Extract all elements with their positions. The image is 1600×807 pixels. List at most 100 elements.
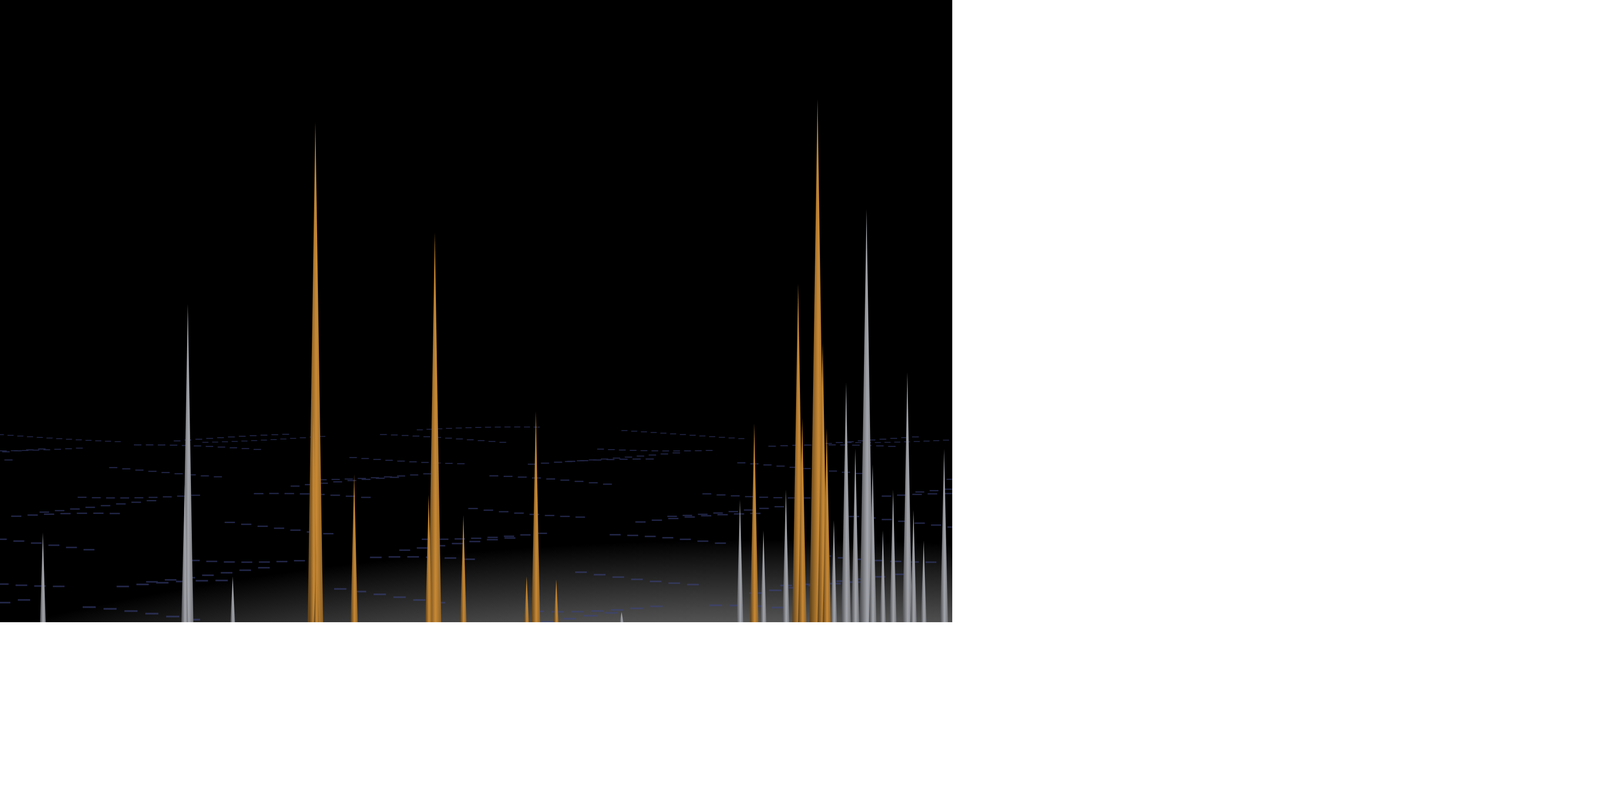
floor-dash (608, 449, 616, 451)
floor-dash (540, 462, 549, 465)
floor-dash (30, 542, 42, 544)
spike (782, 489, 790, 623)
floor-dash (651, 519, 663, 522)
floor-dash (682, 515, 693, 517)
floor-dash (881, 495, 892, 498)
floor-dash (205, 446, 214, 448)
floor-dash (915, 491, 924, 493)
floor-dash (627, 535, 639, 537)
floor-dash (649, 580, 662, 583)
floor-dash (17, 599, 31, 602)
floor-dash (465, 427, 472, 429)
floor-dash (730, 495, 740, 497)
spike (889, 489, 897, 623)
floor-dash (679, 538, 691, 541)
floor-dash (397, 475, 406, 477)
spike (230, 576, 236, 623)
floor-dash (46, 437, 53, 439)
floor-dash (542, 621, 556, 623)
floor-dash (604, 612, 618, 615)
floor-dash (445, 428, 452, 429)
floor-dash (0, 450, 7, 452)
floor-dash (399, 549, 411, 552)
floor-dash (925, 561, 937, 563)
floor-dash (660, 432, 667, 434)
floor-dash (258, 561, 270, 563)
spike (350, 474, 358, 623)
floor-dash (412, 435, 420, 437)
floor-dash (612, 457, 621, 459)
floor-dash (876, 445, 884, 447)
floor-dash (334, 588, 347, 591)
floor-dash (76, 448, 84, 449)
chart (0, 0, 1600, 807)
floor-dash (413, 599, 426, 602)
spike (531, 411, 541, 623)
floor-dash (668, 518, 679, 520)
floor-dash (157, 444, 166, 446)
floor-dash (344, 478, 353, 480)
floor-dash (120, 497, 129, 499)
floor-dash (475, 427, 482, 429)
spike (313, 551, 319, 623)
floor-dash (632, 458, 641, 460)
spike (851, 448, 860, 623)
spike (181, 484, 189, 623)
floor-dash (4, 459, 13, 462)
floor-dash (284, 493, 295, 495)
floor-dash (580, 460, 589, 462)
floor-dash (825, 443, 833, 445)
floor-dash (669, 433, 677, 435)
floor-dash (202, 574, 215, 577)
floor-dash (451, 542, 463, 545)
floor-dash (629, 450, 637, 452)
floor-dash (7, 435, 14, 436)
floor-dash (486, 538, 498, 541)
floor-dash (523, 426, 530, 428)
floor-dash (369, 556, 382, 559)
floor-dash (409, 461, 417, 463)
floor-dash (276, 561, 288, 563)
floor-dash (468, 508, 478, 510)
floor-dash (173, 440, 181, 442)
spike (869, 464, 877, 623)
spike (619, 612, 624, 623)
floor-dash (802, 468, 811, 470)
floor-dash (299, 493, 310, 495)
floor-dash (498, 511, 509, 513)
floor-dash (131, 502, 141, 504)
floor-dash (606, 459, 615, 461)
floor-dash (477, 440, 485, 442)
floor-dash (554, 461, 563, 464)
floor-dash (912, 494, 922, 496)
spike (307, 122, 324, 623)
spike (920, 540, 927, 623)
floor-dash (260, 435, 268, 436)
floor-dash (660, 453, 669, 455)
floor-dash (361, 496, 371, 499)
floor-dash (699, 435, 706, 437)
floor-dash (15, 584, 28, 587)
spike (460, 515, 467, 623)
floor-dash (76, 512, 88, 515)
floor-dash (589, 482, 598, 484)
root (0, 0, 1600, 807)
floor-dash (393, 596, 406, 599)
floor-dash (562, 618, 576, 620)
floor-dash (145, 612, 159, 615)
floor-dash (672, 452, 680, 454)
floor-dash (737, 462, 746, 464)
floor-dash (257, 525, 268, 528)
floor-dash (631, 431, 638, 432)
plot-area (0, 0, 953, 623)
floor-dash (397, 460, 405, 462)
floor-dash (714, 542, 726, 545)
spike (940, 448, 948, 623)
floor-dash (401, 435, 409, 436)
spike (822, 428, 831, 623)
floor-dash (567, 461, 576, 463)
floor-dash (82, 606, 96, 609)
floor-dash (91, 497, 101, 499)
floor-dash (943, 439, 950, 441)
floor-dash (26, 436, 34, 438)
